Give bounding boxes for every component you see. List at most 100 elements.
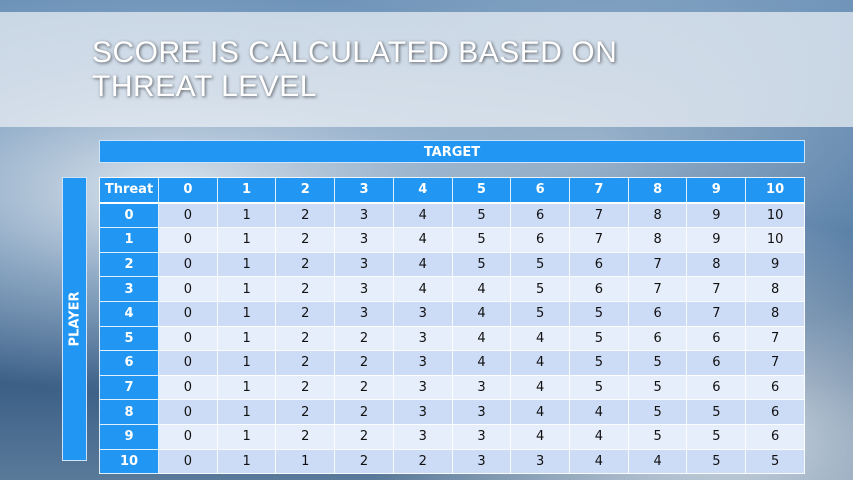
table-cell: 4 bbox=[451, 350, 512, 376]
table-cell: 6 bbox=[686, 350, 747, 376]
table-cell: 5 bbox=[569, 350, 629, 376]
table-cell: 6 bbox=[745, 423, 805, 450]
table-cell: 3 bbox=[334, 202, 394, 229]
table-cell: 4 bbox=[510, 423, 571, 450]
table-cell: 5 bbox=[569, 374, 629, 401]
row-header: 8 bbox=[99, 399, 159, 425]
table-cell: 5 bbox=[510, 276, 571, 302]
column-header: 3 bbox=[334, 176, 394, 204]
table-cell: 7 bbox=[686, 276, 747, 302]
table-cell: 5 bbox=[627, 374, 688, 401]
column-header: 7 bbox=[569, 176, 629, 204]
slide-title: SCORE IS CALCULATED BASED ON THREAT LEVE… bbox=[92, 36, 617, 104]
corner-header: Threat bbox=[99, 176, 159, 204]
table-cell: 2 bbox=[275, 399, 336, 425]
column-header: 1 bbox=[216, 176, 277, 204]
table-cell: 4 bbox=[569, 448, 629, 475]
table-cell: 3 bbox=[392, 374, 453, 401]
table-cell: 3 bbox=[451, 448, 512, 475]
table-cell: 10 bbox=[745, 227, 805, 253]
table-cell: 5 bbox=[745, 448, 805, 475]
table-cell: 5 bbox=[627, 423, 688, 450]
column-header: 9 bbox=[686, 176, 747, 204]
table-cell: 5 bbox=[569, 300, 629, 327]
table-cell: 6 bbox=[510, 202, 571, 229]
table-cell: 2 bbox=[334, 423, 394, 450]
table-cell: 3 bbox=[392, 399, 453, 425]
table-cell: 0 bbox=[158, 251, 218, 278]
table-cell: 6 bbox=[627, 325, 688, 352]
table-cell: 8 bbox=[745, 276, 805, 302]
table-header-row: Threat 0 1 2 3 4 5 6 7 8 9 10 bbox=[99, 176, 805, 204]
table-cell: 7 bbox=[686, 300, 747, 327]
table-cell: 3 bbox=[451, 423, 512, 450]
table-cell: 1 bbox=[216, 227, 277, 253]
table-cell: 7 bbox=[745, 350, 805, 376]
table-cell: 3 bbox=[334, 251, 394, 278]
table-cell: 6 bbox=[627, 300, 688, 327]
table-cell: 0 bbox=[158, 325, 218, 352]
table-cell: 4 bbox=[510, 374, 571, 401]
table-cell: 3 bbox=[510, 448, 571, 475]
table-cell: 4 bbox=[392, 276, 453, 302]
table-cell: 5 bbox=[451, 251, 512, 278]
title-band bbox=[0, 12, 853, 127]
column-header: 8 bbox=[627, 176, 688, 204]
table-cell: 1 bbox=[216, 423, 277, 450]
table-cell: 4 bbox=[569, 423, 629, 450]
table-cell: 5 bbox=[627, 350, 688, 376]
table-cell: 1 bbox=[216, 374, 277, 401]
table-cell: 7 bbox=[745, 325, 805, 352]
table-cell: 6 bbox=[686, 325, 747, 352]
player-label: PLAYER bbox=[67, 291, 82, 347]
table-cell: 2 bbox=[275, 227, 336, 253]
table-cell: 5 bbox=[510, 300, 571, 327]
column-header: 0 bbox=[158, 176, 218, 204]
row-header: 4 bbox=[99, 300, 159, 327]
table-cell: 2 bbox=[275, 202, 336, 229]
table-cell: 6 bbox=[686, 374, 747, 401]
table-cell: 4 bbox=[510, 399, 571, 425]
table-cell: 4 bbox=[392, 251, 453, 278]
table-cell: 6 bbox=[569, 276, 629, 302]
table-cell: 7 bbox=[569, 202, 629, 229]
table-cell: 1 bbox=[216, 399, 277, 425]
row-header: 6 bbox=[99, 350, 159, 376]
table-cell: 0 bbox=[158, 300, 218, 327]
table-cell: 4 bbox=[451, 325, 512, 352]
table-cell: 2 bbox=[392, 448, 453, 475]
table-cell: 2 bbox=[334, 448, 394, 475]
table-cell: 3 bbox=[334, 276, 394, 302]
table-cell: 5 bbox=[627, 399, 688, 425]
table-cell: 0 bbox=[158, 423, 218, 450]
table-cell: 4 bbox=[392, 202, 453, 229]
table-cell: 6 bbox=[569, 251, 629, 278]
table-cell: 9 bbox=[686, 227, 747, 253]
row-header: 0 bbox=[99, 202, 159, 229]
table-cell: 0 bbox=[158, 202, 218, 229]
table-cell: 6 bbox=[745, 399, 805, 425]
table-cell: 2 bbox=[275, 374, 336, 401]
table-cell: 8 bbox=[686, 251, 747, 278]
title-line-1: SCORE IS CALCULATED BASED ON bbox=[92, 36, 618, 69]
table-cell: 9 bbox=[745, 251, 805, 278]
column-header: 10 bbox=[745, 176, 805, 204]
table-cell: 4 bbox=[510, 350, 571, 376]
table-cell: 8 bbox=[627, 227, 688, 253]
table-cell: 5 bbox=[686, 423, 747, 450]
table-cell: 5 bbox=[451, 202, 512, 229]
table-cell: 6 bbox=[510, 227, 571, 253]
row-header: 7 bbox=[99, 374, 159, 401]
threat-score-table: Threat 0 1 2 3 4 5 6 7 8 9 10 0 0 1 2 3 4 5 6 7 8 9 10 1 0 1 2 3 4 5… bbox=[99, 176, 805, 475]
table-cell: 4 bbox=[627, 448, 688, 475]
table-cell: 2 bbox=[334, 325, 394, 352]
table-cell: 1 bbox=[216, 276, 277, 302]
table-cell: 3 bbox=[334, 300, 394, 327]
row-header: 5 bbox=[99, 325, 159, 352]
